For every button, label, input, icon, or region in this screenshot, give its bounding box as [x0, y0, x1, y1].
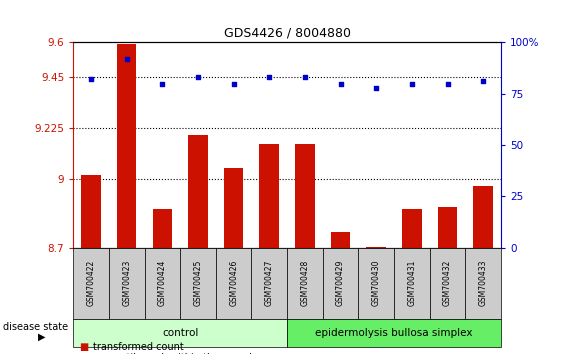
- Bar: [188, 135, 208, 248]
- Bar: [331, 232, 350, 248]
- Text: disease state: disease state: [3, 322, 68, 332]
- Text: ■: ■: [79, 342, 88, 352]
- Bar: [117, 44, 136, 248]
- Point: [265, 75, 274, 80]
- Text: GSM700423: GSM700423: [122, 260, 131, 307]
- Text: GSM700422: GSM700422: [87, 260, 96, 306]
- Point: [87, 76, 96, 82]
- Text: GSM700430: GSM700430: [372, 260, 381, 307]
- Bar: [153, 209, 172, 248]
- Text: epidermolysis bullosa simplex: epidermolysis bullosa simplex: [315, 328, 473, 338]
- Bar: [224, 168, 243, 248]
- Point: [122, 56, 131, 62]
- Point: [479, 79, 488, 84]
- Text: GSM700428: GSM700428: [301, 260, 310, 306]
- Point: [336, 81, 345, 86]
- Point: [372, 85, 381, 91]
- Text: GSM700433: GSM700433: [479, 260, 488, 307]
- Text: transformed count: transformed count: [93, 342, 184, 352]
- Text: GSM700426: GSM700426: [229, 260, 238, 307]
- Bar: [438, 207, 457, 248]
- Point: [194, 75, 203, 80]
- Bar: [473, 186, 493, 248]
- Point: [158, 81, 167, 86]
- Title: GDS4426 / 8004880: GDS4426 / 8004880: [224, 27, 351, 40]
- Point: [301, 75, 310, 80]
- Bar: [367, 247, 386, 248]
- Text: GSM700429: GSM700429: [336, 260, 345, 307]
- Text: ■: ■: [79, 353, 88, 354]
- Text: GSM700427: GSM700427: [265, 260, 274, 307]
- Bar: [260, 144, 279, 248]
- Text: percentile rank within the sample: percentile rank within the sample: [93, 353, 258, 354]
- Text: GSM700424: GSM700424: [158, 260, 167, 307]
- Text: GSM700432: GSM700432: [443, 260, 452, 307]
- Text: GSM700431: GSM700431: [408, 260, 417, 307]
- Bar: [402, 209, 422, 248]
- Bar: [81, 175, 101, 248]
- Point: [408, 81, 417, 86]
- Bar: [295, 144, 315, 248]
- Point: [229, 81, 238, 86]
- Text: ▶: ▶: [38, 331, 46, 341]
- Point: [443, 81, 452, 86]
- Text: control: control: [162, 328, 198, 338]
- Text: GSM700425: GSM700425: [194, 260, 203, 307]
